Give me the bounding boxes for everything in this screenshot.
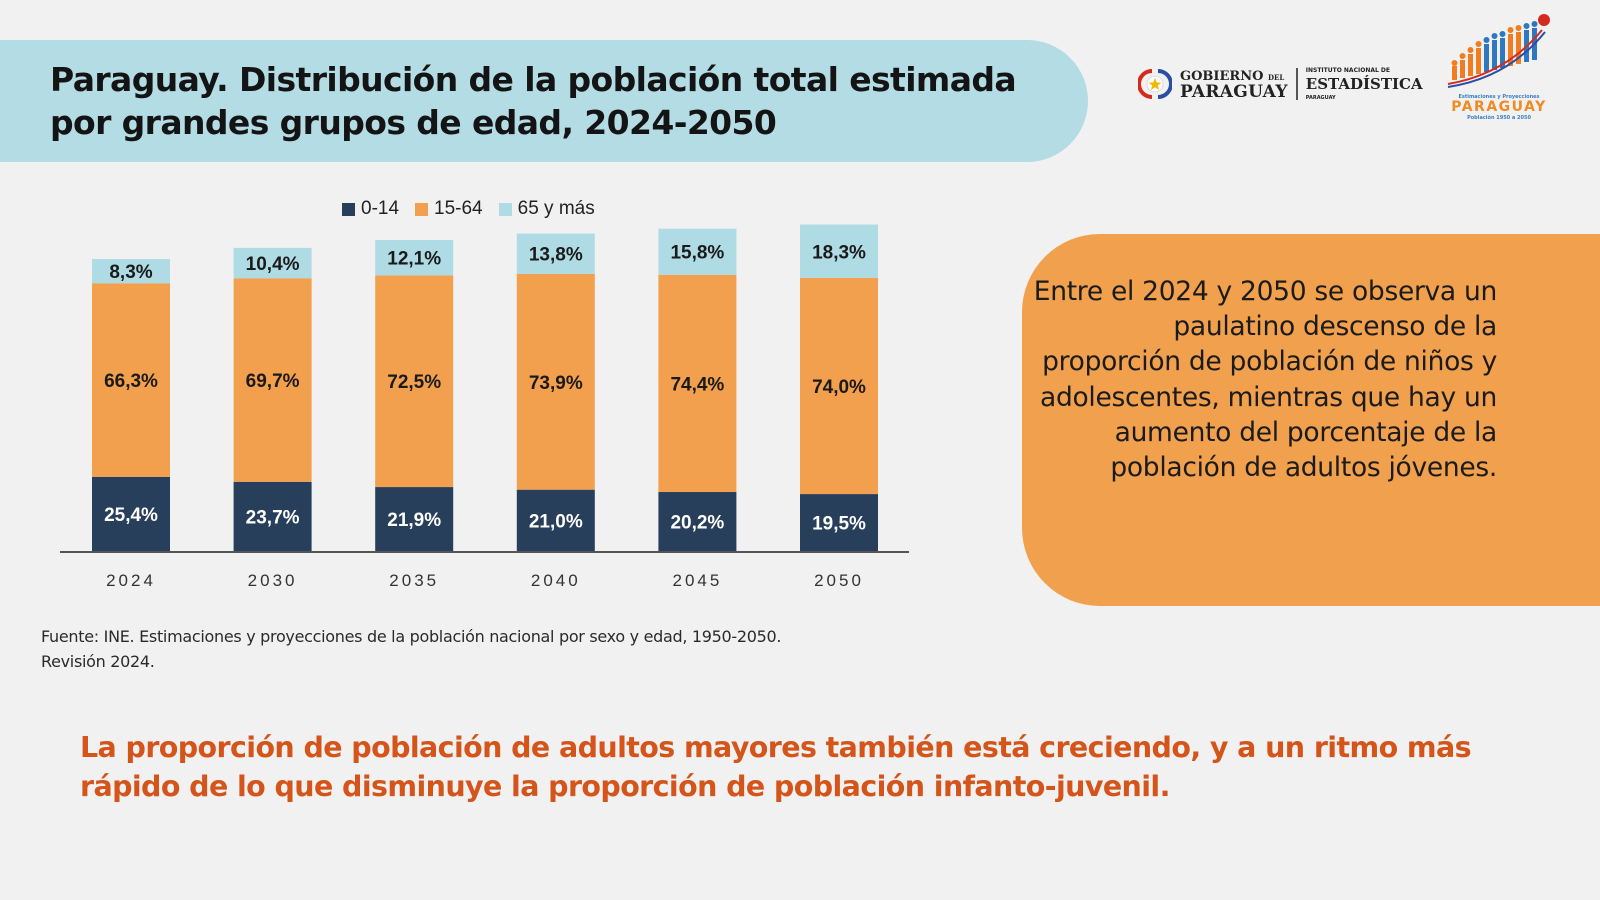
government-ine-logo: GOBIERNO DEL PARAGUAY INSTITUTO NACIONAL…: [1137, 62, 1428, 106]
data-label-65-plus-2035: 12,1%: [387, 249, 441, 270]
x-tick-label-2024: 2024: [106, 571, 156, 590]
legend-item-65-plus: 65 y más: [498, 198, 595, 220]
bar-segment-0-14-2024: [92, 476, 170, 551]
data-label-65-plus-2040: 13,8%: [529, 245, 583, 266]
data-label-15-64-2040: 73,9%: [529, 373, 583, 394]
data-label-15-64-2035: 72,5%: [387, 372, 441, 393]
logo-divider: [1295, 68, 1298, 100]
data-label-65-plus-2030: 10,4%: [246, 254, 300, 275]
bar-segment-15-64-2030: [233, 278, 312, 482]
legend-swatch-0-14: [342, 202, 355, 216]
bar-segment-0-14-2050: [800, 494, 878, 551]
source-line-1: Fuente: INE. Estimaciones y proyecciones…: [41, 627, 782, 646]
bar-segment-15-64-2050: [800, 277, 878, 495]
x-tick-label-2035: 2035: [389, 571, 439, 590]
x-tick-label-2050: 2050: [814, 571, 864, 590]
bar-segment-15-64-2040: [516, 273, 595, 490]
bar-segment-65-plus-2024: [92, 259, 170, 284]
bar-segment-0-14-2035: [375, 487, 454, 551]
data-label-0-14-2030: 23,7%: [246, 507, 300, 528]
data-label-15-64-2024: 66,3%: [104, 371, 158, 392]
chart-legend: 0-14 15-64 65 y más: [342, 198, 595, 220]
bar-segment-0-14-2040: [516, 489, 595, 551]
bar-segment-65-plus-2030: [233, 247, 312, 279]
data-label-65-plus-2050: 18,3%: [812, 242, 866, 263]
bar-segment-0-14-2030: [233, 481, 312, 551]
data-label-0-14-2024: 25,4%: [104, 505, 158, 526]
x-tick-label-2030: 2030: [248, 571, 298, 590]
conclusion-text: La proporción de población de adultos ma…: [80, 731, 1472, 803]
paraguay-emblem-icon: [1137, 67, 1173, 101]
chart-plot-area: 25,4% 66,3% 8,3% 2024 23,7% 69,7% 10,4% 2030 21,…: [60, 224, 909, 590]
population-figures-icon: [1447, 14, 1550, 88]
page-title: Paraguay. Distribución de la población t…: [50, 58, 1070, 144]
data-label-0-14-2035: 21,9%: [387, 510, 441, 531]
title-line-2: por grandes grupos de edad, 2024-2050: [50, 103, 777, 142]
legend-item-15-64: 15-64: [415, 198, 483, 220]
title-line-1: Paraguay. Distribución de la población t…: [50, 60, 1017, 99]
bar-segment-15-64-2024: [92, 283, 170, 477]
legend-label: 0-14: [361, 198, 400, 219]
callout-text: Entre el 2024 y 2050 se observa un paula…: [1033, 276, 1498, 484]
data-label-15-64-2030: 69,7%: [246, 371, 300, 392]
ine-name: INSTITUTO NACIONAL DE ESTADÍSTICA PARAGU…: [1305, 66, 1423, 101]
bar-segment-0-14-2045: [658, 492, 737, 551]
data-label-0-14-2045: 20,2%: [670, 513, 724, 534]
data-label-15-64-2050: 74,0%: [812, 377, 866, 398]
source-line-2: Revisión 2024.: [41, 652, 155, 671]
legend-swatch-65-plus: [498, 202, 512, 216]
x-tick-label-2045: 2045: [672, 571, 722, 590]
legend-item-0-14: 0-14: [342, 198, 399, 220]
title-banner: [0, 40, 1088, 162]
bar-segment-65-plus-2035: [375, 240, 454, 276]
data-label-65-plus-2024: 8,3%: [109, 262, 152, 283]
legend-swatch-15-64: [415, 202, 429, 216]
legend-label: 15-64: [434, 198, 483, 219]
x-tick-label-2040: 2040: [531, 571, 581, 590]
stacked-bar-chart: 0-14 15-64 65 y más 25,4% 66,3% 8,3% 2024 23…: [40, 190, 940, 610]
government-name: GOBIERNO DEL PARAGUAY: [1180, 68, 1288, 102]
bar-segment-65-plus-2050: [800, 224, 878, 278]
data-label-0-14-2050: 19,5%: [812, 514, 866, 535]
projections-caption: Estimaciones y Proyecciones PARAGUAY Pob…: [1451, 94, 1547, 121]
source-note: Fuente: INE. Estimaciones y proyecciones…: [41, 624, 961, 674]
data-label-15-64-2045: 74,4%: [670, 374, 724, 395]
data-label-65-plus-2045: 15,8%: [670, 243, 724, 264]
legend-label: 65 y más: [517, 198, 595, 219]
data-label-0-14-2040: 21,0%: [529, 511, 583, 532]
bar-segment-15-64-2045: [658, 274, 737, 493]
callout-box: [1022, 234, 1600, 606]
bar-segment-65-plus-2045: [658, 228, 737, 275]
projections-logo: Estimaciones y Proyecciones PARAGUAY Pob…: [1446, 10, 1596, 128]
bar-segment-65-plus-2040: [516, 233, 595, 274]
bar-segment-15-64-2035: [375, 275, 454, 488]
